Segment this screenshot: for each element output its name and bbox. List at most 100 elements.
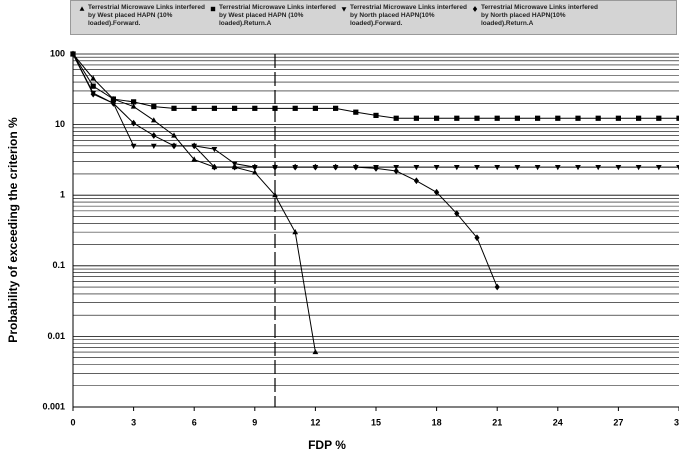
marker — [575, 165, 581, 171]
marker — [333, 105, 339, 111]
marker — [393, 167, 399, 175]
marker — [494, 115, 500, 121]
marker — [676, 165, 679, 171]
marker — [150, 143, 157, 149]
marker — [272, 163, 278, 171]
y-axis-label: Probability of exceeding the criterion % — [6, 117, 20, 343]
marker — [130, 103, 137, 109]
marker — [90, 75, 97, 81]
marker — [272, 105, 278, 111]
marker — [514, 165, 521, 171]
marker — [494, 165, 501, 171]
marker — [514, 115, 520, 121]
x-tick-label: 27 — [613, 417, 623, 427]
marker — [393, 115, 399, 121]
marker — [211, 147, 218, 153]
marker — [272, 192, 278, 198]
marker — [434, 188, 440, 196]
marker — [434, 115, 440, 121]
marker — [454, 210, 460, 217]
y-tick-label: 10 — [55, 119, 65, 129]
marker — [151, 132, 157, 139]
marker — [292, 105, 298, 111]
marker — [90, 90, 96, 98]
legend-marker — [341, 7, 347, 12]
marker — [555, 115, 561, 121]
marker — [413, 165, 420, 171]
x-tick-label: 18 — [432, 417, 442, 427]
marker — [454, 115, 460, 121]
marker — [353, 109, 359, 115]
series-line — [72, 53, 316, 353]
x-tick-label: 3 — [131, 417, 136, 427]
marker — [433, 165, 440, 171]
legend: Terrestrial Microwave Links interfered b… — [70, 0, 677, 35]
legend-icon — [472, 6, 478, 12]
marker — [191, 156, 198, 162]
marker — [312, 105, 318, 111]
y-tick-label: 0.1 — [52, 260, 65, 270]
marker — [615, 165, 622, 171]
marker — [474, 234, 480, 242]
x-tick-label: 0 — [70, 417, 75, 427]
legend-icon — [210, 6, 216, 12]
y-tick-label: 0.01 — [47, 331, 65, 341]
marker — [171, 105, 177, 111]
marker — [252, 163, 258, 171]
marker — [474, 165, 480, 171]
series-line — [72, 53, 679, 119]
marker — [110, 99, 116, 107]
marker — [232, 163, 238, 171]
marker — [131, 99, 137, 105]
marker — [151, 103, 157, 110]
series-line — [72, 53, 498, 288]
marker — [535, 115, 541, 121]
marker — [655, 165, 662, 171]
marker — [232, 105, 238, 111]
marker — [171, 142, 177, 150]
y-tick-label: 1 — [60, 190, 65, 200]
marker — [413, 177, 419, 185]
marker — [474, 115, 480, 121]
marker — [534, 165, 541, 171]
marker — [554, 165, 561, 171]
marker — [595, 115, 601, 121]
marker — [333, 163, 339, 171]
x-tick-label: 21 — [492, 417, 502, 427]
marker — [615, 115, 621, 121]
marker — [312, 348, 319, 355]
marker — [575, 115, 581, 121]
legend-entry: Terrestrial Microwave Links interfered b… — [472, 4, 606, 28]
marker — [353, 163, 359, 171]
x-tick-label: 24 — [553, 417, 563, 427]
marker — [252, 105, 258, 111]
marker — [635, 165, 642, 171]
marker — [636, 115, 642, 121]
legend-entry: Terrestrial Microwave Links interfered b… — [210, 4, 344, 28]
y-tick-label: 0.001 — [42, 401, 65, 411]
x-tick-label: 12 — [310, 417, 320, 427]
marker — [130, 143, 137, 149]
legend-icon — [341, 7, 347, 12]
marker — [292, 228, 299, 235]
series-line — [72, 53, 679, 168]
marker — [312, 163, 318, 171]
marker — [494, 283, 500, 291]
marker — [211, 163, 217, 171]
legend-marker — [210, 6, 216, 12]
legend-entry: Terrestrial Microwave Links interfered b… — [79, 4, 213, 28]
legend-entry: Terrestrial Microwave Links interfered b… — [341, 4, 475, 28]
marker — [191, 142, 197, 150]
x-axis-label: FDP % — [308, 438, 346, 452]
legend-label: Terrestrial Microwave Links interfered b… — [481, 4, 598, 27]
legend-label: Terrestrial Microwave Links interfered b… — [350, 4, 467, 27]
marker — [131, 119, 137, 127]
marker — [676, 115, 679, 121]
marker — [191, 105, 197, 111]
legend-label: Terrestrial Microwave Links interfered b… — [88, 4, 205, 27]
marker — [110, 96, 116, 102]
legend-marker — [79, 6, 85, 11]
marker — [373, 164, 379, 172]
